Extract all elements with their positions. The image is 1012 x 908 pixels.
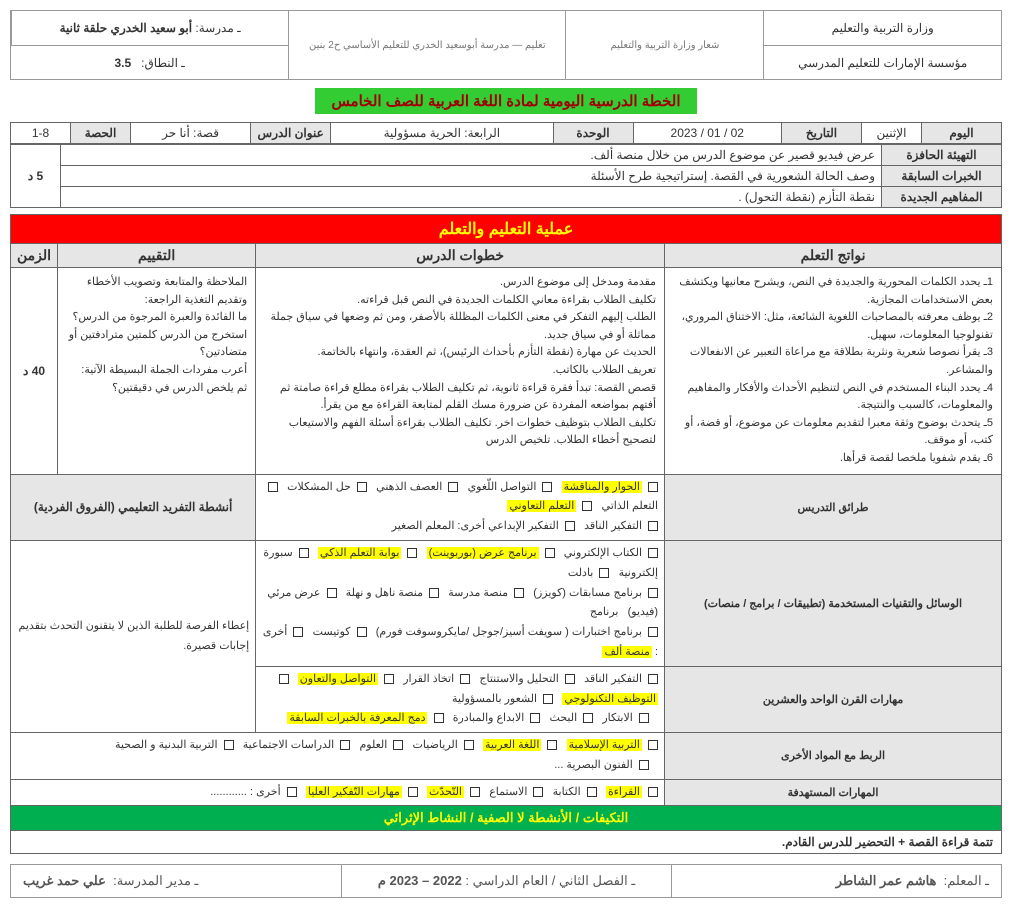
day-value: الإثنين	[862, 123, 922, 144]
date-value: 02 / 01 / 2023	[633, 123, 781, 144]
methods-cell: الحوار والمناقشة التواصل اللّغوي العصف ا…	[256, 474, 665, 540]
differentiation-text: إعطاء الفرصة للطلبة الذين لا يتقنون التح…	[11, 540, 256, 732]
tools-label: الوسائل والتقنيات المستخدمة (تطبيقات / ب…	[665, 540, 1002, 666]
outcomes-header: نواتج التعلم	[665, 244, 1002, 268]
process-header: عملية التعليم والتعلم	[11, 215, 1002, 244]
unit-label: الوحدة	[553, 123, 633, 144]
period-label: الحصة	[71, 123, 131, 144]
day-label: اليوم	[922, 123, 1002, 144]
lesson-plan-title: الخطة الدرسية اليومية لمادة اللغة العربي…	[10, 88, 1002, 114]
c21-label: مهارات القرن الواحد والعشرين	[665, 666, 1002, 732]
process-table: عملية التعليم والتعلم نواتج التعلم خطوات…	[10, 214, 1002, 854]
warmup-text: عرض فيديو قصير عن موضوع الدرس من خلال من…	[61, 145, 882, 166]
teacher-cell: ـ المعلم: هاشم عمر الشاطر	[671, 865, 1001, 897]
preparation-table: التهيئة الحافزة عرض فيديو قصير عن موضوع …	[10, 144, 1002, 208]
lesson-value: قصة: أنا حر	[131, 123, 251, 144]
steps-cell: مقدمة ومدخل إلى موضوع الدرس.تكليف الطلاب…	[256, 268, 665, 475]
meta-table: اليوم الإثنين التاريخ 02 / 01 / 2023 الو…	[10, 122, 1002, 144]
date-label: التاريخ	[782, 123, 862, 144]
prior-label: الخبرات السابقة	[882, 166, 1002, 187]
tools-cell: الكتاب الإلكتروني برنامج عرض (بوربوينت) …	[256, 540, 665, 666]
prep-time: 5 د	[11, 145, 61, 208]
c21-cell: التفكير الناقد التحليل والاستنتاج اتخاذ …	[256, 666, 665, 732]
steps-header: خطوات الدرس	[256, 244, 665, 268]
header-block: وزارة التربية والتعليم شعار وزارة التربي…	[10, 10, 1002, 80]
process-time: 40 د	[11, 268, 58, 475]
school-logo: تعليم — مدرسة أبوسعيد الخدري للتعليم الأ…	[288, 11, 565, 79]
enrichment-text: تتمة قراءة القصة + التحضير للدرس القادم.	[11, 831, 1002, 854]
ministry-title: وزارة التربية والتعليم	[763, 11, 1001, 45]
school-cell: ـ مدرسة: أبو سعيد الخدري حلقة ثانية	[11, 11, 288, 45]
outcomes-cell: 1ـ يحدد الكلمات المحورية والجديدة في الن…	[665, 268, 1002, 475]
lesson-label: عنوان الدرس	[251, 123, 331, 144]
skills-cell: القراءة الكتابة الاستماع التّحدّث مهارات…	[11, 779, 665, 806]
green-band: التكيفات / الأنشطة لا الصفية / النشاط ال…	[11, 806, 1002, 831]
new-text: نقطة التأزم (نقطة التحول) .	[61, 187, 882, 208]
principal-cell: ـ مدير المدرسة: علي حمد غريب	[11, 865, 341, 897]
warmup-label: التهيئة الحافزة	[882, 145, 1002, 166]
prior-text: وصف الحالة الشعورية في القصة. إستراتيجية…	[61, 166, 882, 187]
new-label: المفاهيم الجديدة	[882, 187, 1002, 208]
assess-header: التقييم	[58, 244, 256, 268]
period-value: 1-8	[11, 123, 71, 144]
uae-logo: شعار وزارة التربية والتعليم	[565, 11, 763, 79]
unit-value: الرابعة: الحرية مسؤولية	[331, 123, 553, 144]
links-label: الربط مع المواد الأخرى	[665, 733, 1002, 780]
term-cell: ـ الفصل الثاني / العام الدراسي : 2022 – …	[341, 865, 671, 897]
time-header: الزمن	[11, 244, 58, 268]
methods-label: طرائق التدريس	[665, 474, 1002, 540]
skills-label: المهارات المستهدفة	[665, 779, 1002, 806]
footer-block: ـ المعلم: هاشم عمر الشاطر ـ الفصل الثاني…	[10, 864, 1002, 898]
activity-label: أنشطة التفريد التعليمي (الفروق الفردية)	[11, 474, 256, 540]
assess-cell: الملاحظة والمتابعة وتصويب الأخطاءوتقديم …	[58, 268, 256, 475]
foundation-title: مؤسسة الإمارات للتعليم المدرسي	[763, 45, 1001, 79]
links-cell: التربية الإسلامية اللغة العربية الرياضيا…	[11, 733, 665, 780]
cluster-cell: ـ النطاق: 3.5	[11, 45, 288, 79]
